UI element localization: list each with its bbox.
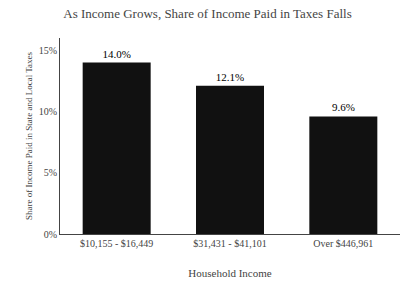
svg-text:$31,431 - $41,101: $31,431 - $41,101 — [193, 238, 266, 249]
svg-text:Household Income: Household Income — [188, 267, 272, 279]
svg-text:$10,155 - $16,449: $10,155 - $16,449 — [80, 238, 153, 249]
svg-text:Over $446,961: Over $446,961 — [313, 238, 373, 249]
svg-text:9.6%: 9.6% — [332, 101, 355, 113]
svg-text:0%: 0% — [44, 229, 57, 240]
svg-text:15%: 15% — [39, 45, 57, 56]
svg-text:5%: 5% — [44, 167, 57, 178]
svg-text:14.0%: 14.0% — [102, 48, 130, 60]
svg-text:Share of Income Paid in State: Share of Income Paid in State and Local … — [24, 51, 34, 220]
svg-text:12.1%: 12.1% — [216, 71, 244, 83]
svg-text:As Income Grows, Share of Inco: As Income Grows, Share of Income Paid in… — [63, 6, 351, 21]
svg-text:10%: 10% — [39, 106, 57, 117]
